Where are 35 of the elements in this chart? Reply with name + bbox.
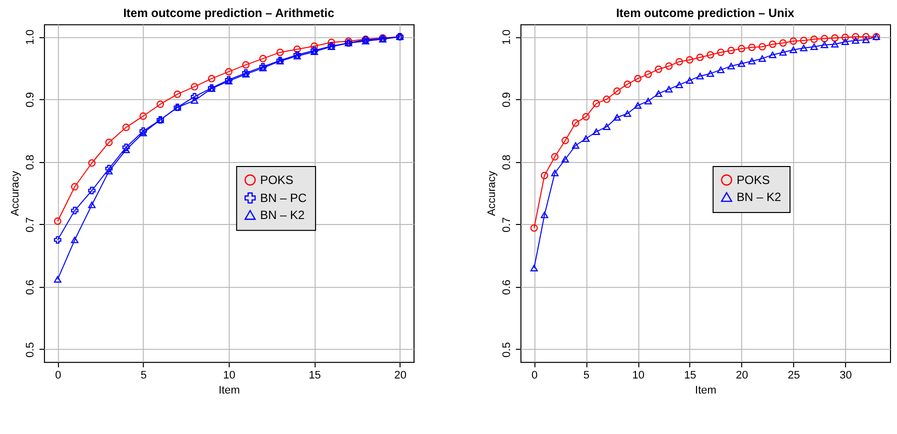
x-tick-label: 20: [736, 369, 748, 382]
y-tick-label: 0.9: [24, 92, 36, 108]
legend-label: POKS: [736, 172, 770, 187]
y-tick-label: 0.7: [500, 217, 513, 232]
y-tick-label: 1.0: [500, 30, 513, 45]
x-tick-label: 0: [532, 369, 538, 382]
y-tick-label: 0.6: [500, 280, 513, 295]
chart-title: Item outcome prediction – Arithmetic: [123, 6, 335, 20]
y-tick-label: 0.5: [500, 342, 513, 358]
chart-title: Item outcome prediction – Unix: [616, 6, 795, 20]
x-tick-label: 10: [223, 369, 236, 382]
x-axis-title: Item: [218, 384, 240, 396]
y-tick-label: 0.8: [24, 154, 36, 170]
x-tick-label: 15: [684, 369, 696, 382]
y-tick-label: 0.6: [24, 280, 36, 295]
legend-label: POKS: [260, 172, 294, 187]
y-tick-label: 1.0: [24, 30, 36, 45]
x-axis-title: Item: [695, 384, 716, 396]
x-tick-label: 5: [140, 369, 147, 382]
y-tick-label: 0.9: [500, 92, 513, 108]
x-tick-label: 15: [308, 369, 321, 382]
legend-label: BN – K2: [736, 190, 782, 204]
x-tick-label: 25: [788, 369, 800, 382]
x-tick-label: 20: [394, 369, 406, 382]
x-tick-label: 5: [583, 369, 590, 382]
x-tick-label: 0: [55, 369, 62, 382]
y-axis-title: Accuracy: [486, 170, 498, 216]
x-tick-label: 10: [632, 369, 644, 382]
legend-label: BN – K2: [260, 208, 306, 222]
x-tick-label: 30: [840, 369, 852, 382]
y-tick-label: 0.5: [24, 342, 36, 358]
y-tick-label: 0.8: [500, 154, 513, 170]
y-tick-label: 0.7: [24, 217, 36, 232]
legend-label: BN – PC: [260, 190, 308, 205]
y-axis-title: Accuracy: [9, 170, 22, 216]
